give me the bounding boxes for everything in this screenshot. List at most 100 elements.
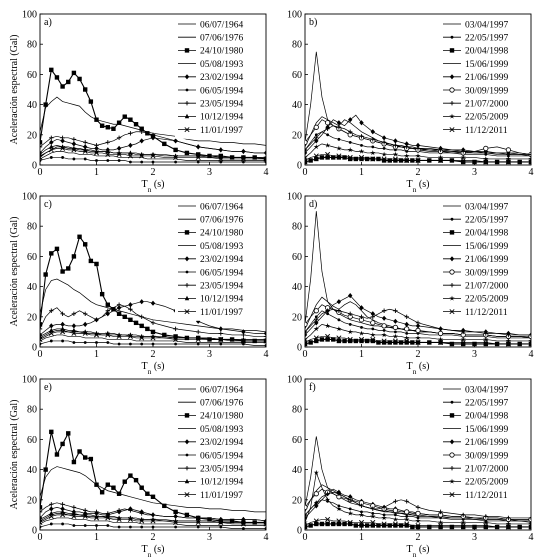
- legend-entry: 24/10/1980: [200, 412, 244, 422]
- data-point: [83, 508, 88, 513]
- data-point: [314, 315, 318, 319]
- x-tick-label: 4: [529, 349, 534, 360]
- data-point: [370, 519, 376, 525]
- data-point: [381, 135, 387, 141]
- y-tick-label: 100: [287, 10, 302, 21]
- legend-entry: 07/06/1976: [200, 216, 244, 226]
- data-point: [415, 157, 421, 163]
- data-point: [106, 341, 110, 344]
- data-point: [353, 156, 359, 162]
- data-point: [40, 322, 43, 327]
- data-point: [105, 151, 111, 157]
- data-point: [325, 155, 330, 160]
- data-point: [263, 334, 266, 339]
- legend-entry: 21/06/1999: [465, 255, 509, 265]
- legend: 06/07/1964 07/06/1976 24/10/1980 05/08/1993…: [175, 381, 265, 504]
- data-point: [404, 144, 409, 150]
- data-point: [370, 332, 376, 338]
- series-line-6: [40, 523, 266, 529]
- legend-entry: 05/08/1993: [200, 60, 244, 70]
- y-tick-label: 80: [27, 222, 37, 233]
- y-tick-label: 60: [27, 435, 37, 446]
- data-point: [83, 87, 88, 92]
- data-point: [139, 138, 144, 144]
- y-axis-label: Aceleración espectral (Gal): [9, 400, 20, 510]
- data-point: [370, 320, 376, 326]
- data-point: [305, 504, 308, 510]
- legend-entry: 23/02/1994: [200, 73, 244, 83]
- data-point: [336, 299, 342, 305]
- data-point: [95, 524, 98, 527]
- data-point: [314, 503, 319, 509]
- legend-entry: 10/12/1994: [200, 113, 244, 123]
- data-point: [40, 140, 43, 145]
- legend-entry: 21/07/2000: [465, 465, 509, 475]
- y-tick-label: 100: [22, 10, 37, 21]
- data-point: [150, 329, 156, 335]
- series-line-7: [305, 125, 531, 155]
- series-line-8: [40, 145, 266, 158]
- data-point: [95, 341, 98, 344]
- series-line-8: [40, 511, 266, 523]
- series-line-8: [40, 328, 266, 340]
- data-point: [392, 324, 398, 330]
- data-point: [359, 523, 364, 528]
- data-point: [71, 137, 77, 142]
- legend-marker: [449, 127, 455, 133]
- data-point: [528, 524, 531, 530]
- data-point: [49, 339, 53, 343]
- data-point: [324, 497, 331, 503]
- data-point: [88, 99, 94, 104]
- series-group: [305, 51, 531, 165]
- data-point: [364, 156, 370, 162]
- series-line-8: [305, 471, 531, 525]
- data-point: [116, 508, 122, 513]
- data-point: [347, 147, 353, 153]
- y-tick-label: 100: [22, 192, 37, 203]
- data-point: [505, 156, 512, 162]
- data-point: [40, 326, 43, 332]
- data-point: [387, 340, 392, 345]
- data-point: [99, 291, 105, 297]
- legend-marker: [184, 413, 190, 418]
- data-point: [336, 506, 342, 512]
- data-point: [218, 147, 223, 153]
- data-point: [305, 522, 308, 528]
- data-point: [313, 308, 319, 314]
- data-point: [324, 323, 331, 329]
- legend-entry: 11/01/1997: [200, 308, 243, 318]
- data-point: [347, 510, 353, 516]
- data-point: [60, 326, 65, 331]
- data-point: [139, 485, 144, 490]
- data-point: [40, 342, 42, 346]
- data-point: [240, 156, 246, 162]
- data-point: [313, 518, 319, 524]
- y-tick-label: 100: [287, 192, 302, 203]
- data-point: [71, 311, 77, 316]
- data-point: [314, 135, 319, 141]
- data-point: [505, 338, 512, 344]
- data-point: [393, 138, 398, 144]
- data-point: [325, 308, 330, 313]
- data-point: [128, 508, 133, 513]
- legend-entry: 22/05/1997: [465, 399, 509, 409]
- x-tick-label: 0: [38, 349, 43, 360]
- data-point: [438, 524, 443, 530]
- data-point: [139, 511, 144, 516]
- data-point: [60, 138, 65, 144]
- data-point: [314, 338, 319, 344]
- legend-marker: [450, 35, 454, 39]
- data-point: [359, 156, 364, 162]
- data-point: [336, 335, 342, 341]
- data-point: [342, 521, 347, 527]
- data-point: [49, 308, 54, 313]
- legend-entry: 22/05/2009: [465, 478, 509, 488]
- data-point: [71, 254, 77, 259]
- data-point: [263, 150, 266, 156]
- x-tick-label: 4: [264, 532, 269, 543]
- data-point: [415, 320, 421, 326]
- data-point: [358, 512, 365, 518]
- data-point: [150, 300, 156, 306]
- series-line-4: [305, 484, 531, 522]
